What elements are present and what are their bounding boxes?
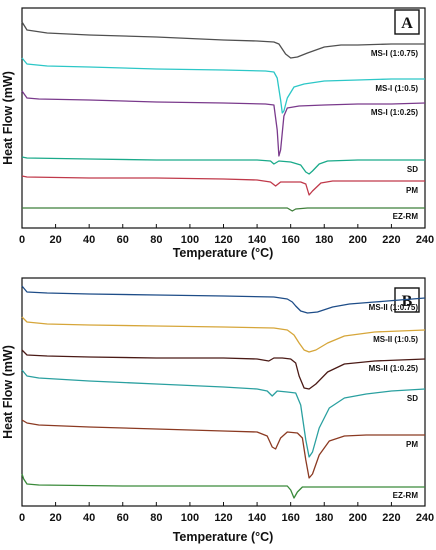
panel-b-series-label-2: MS-II (1:0.5) xyxy=(373,335,418,344)
panel-b-x-tick-label-3: 40 xyxy=(83,512,95,524)
panel-a-series-line-4 xyxy=(21,156,425,175)
panel-b-series-line-1 xyxy=(21,285,426,314)
panel-b-x-axis-title: Temperature (°C) xyxy=(173,530,274,544)
panel-a-series-label-2: MS-I (1:0.5) xyxy=(375,84,418,93)
panel-b-x-tick-label-10: 180 xyxy=(315,512,333,524)
panel-a-x-tick-label-11: 200 xyxy=(349,234,367,246)
panel-a-chart: A MS-I (1:0.75) MS-I (1:0.5) MS-I (1:0.25)… xyxy=(1,7,434,260)
panel-b-series-label-5: PM xyxy=(406,440,418,449)
panel-b-series-label-4: SD xyxy=(407,394,418,403)
panel-b-series-label-3: MS-II (1:0.25) xyxy=(369,364,419,373)
panel-b-x-ticks: 0 20 40 60 80 100 120 140 160 180 200 220 240 xyxy=(19,502,434,524)
panel-b-series-line-3 xyxy=(21,349,426,390)
panel-b-series-label-6: EZ-RM xyxy=(393,491,419,500)
panel-a-series-label-3: MS-I (1:0.25) xyxy=(371,108,418,117)
panel-a-x-tick-label-12: 220 xyxy=(382,234,400,246)
panel-a-plot-frame xyxy=(21,7,426,229)
panel-a-x-tick-label-6: 100 xyxy=(181,234,199,246)
panel-a-x-tick-label-1: 0 xyxy=(19,234,25,246)
panel-b-series-line-2 xyxy=(21,316,426,353)
panel-b-series-label-1: MS-II (1:0.75) xyxy=(369,303,419,312)
panel-b-x-tick-label-4: 60 xyxy=(117,512,129,524)
panel-b-x-tick-label-7: 120 xyxy=(214,512,232,524)
panel-b-series-line-5 xyxy=(21,419,425,479)
panel-b-series-labels: MS-II (1:0.75) MS-II (1:0.5) MS-II (1:0.25… xyxy=(369,303,419,500)
panel-a-series-labels: MS-I (1:0.75) MS-I (1:0.5) MS-I (1:0.25) SD… xyxy=(371,49,418,221)
panel-a-series-line-6 xyxy=(22,207,425,212)
panel-a-x-tick-label-13: 240 xyxy=(416,234,434,246)
panel-a-series-label-5: PM xyxy=(406,186,418,195)
panel-a-x-tick-label-2: 20 xyxy=(49,234,61,246)
panel-a-series-line-3 xyxy=(21,90,426,157)
panel-a-series-label-1: MS-I (1:0.75) xyxy=(371,49,418,58)
panel-a-letter: A xyxy=(401,15,413,32)
panel-b-series-layer xyxy=(21,285,426,499)
panel-a-x-axis-title: Temperature (°C) xyxy=(173,246,274,260)
panel-b-letter: B xyxy=(402,293,413,310)
panel-a-series-line-1 xyxy=(21,21,425,59)
panel-a-series-label-6: EZ-RM xyxy=(393,212,419,221)
panel-b-x-tick-label-2: 20 xyxy=(49,512,61,524)
panel-b-series-line-6 xyxy=(21,473,425,499)
panel-a-x-tick-label-3: 40 xyxy=(83,234,95,246)
panel-a-x-tick-label-8: 140 xyxy=(248,234,266,246)
panel-b-x-tick-label-1: 0 xyxy=(19,512,25,524)
panel-a-x-tick-label-5: 80 xyxy=(150,234,162,246)
panel-a-x-tick-label-10: 180 xyxy=(315,234,333,246)
panel-b-plot-frame xyxy=(21,277,426,507)
panel-b-chart: B MS-II (1:0.75)MS-II (1:0.5)MS-II (1:0.… xyxy=(1,277,434,544)
panel-b-x-tick-label-8: 140 xyxy=(248,512,266,524)
panel-b-series-line-4 xyxy=(21,369,426,458)
panel-a-x-tick-label-9: 160 xyxy=(281,234,299,246)
panel-b-x-tick-label-13: 240 xyxy=(416,512,434,524)
panel-a-series-layer xyxy=(21,21,426,212)
panel-a-label-box: A xyxy=(394,9,420,35)
panel-a-x-ticks: 0 20 40 60 80 100 120 140 160 180 200 220 240 xyxy=(19,224,434,246)
panel-b-x-tick-label-11: 200 xyxy=(349,512,367,524)
panel-b-x-tick-label-5: 80 xyxy=(150,512,162,524)
panel-a-y-axis-title: Heat Flow (mW) xyxy=(1,71,15,165)
panel-b-x-tick-label-6: 100 xyxy=(181,512,199,524)
panel-b-x-tick-label-9: 160 xyxy=(281,512,299,524)
panel-a-x-tick-label-4: 60 xyxy=(117,234,129,246)
panel-a-series-line-2 xyxy=(21,57,425,114)
panel-a-series-line-5 xyxy=(21,175,425,196)
panel-a-series-label-4: SD xyxy=(407,165,418,174)
panel-b-x-tick-label-12: 220 xyxy=(382,512,400,524)
panel-a-x-tick-label-7: 120 xyxy=(214,234,232,246)
panel-b-y-axis-title: Heat Flow (mW) xyxy=(1,345,15,439)
